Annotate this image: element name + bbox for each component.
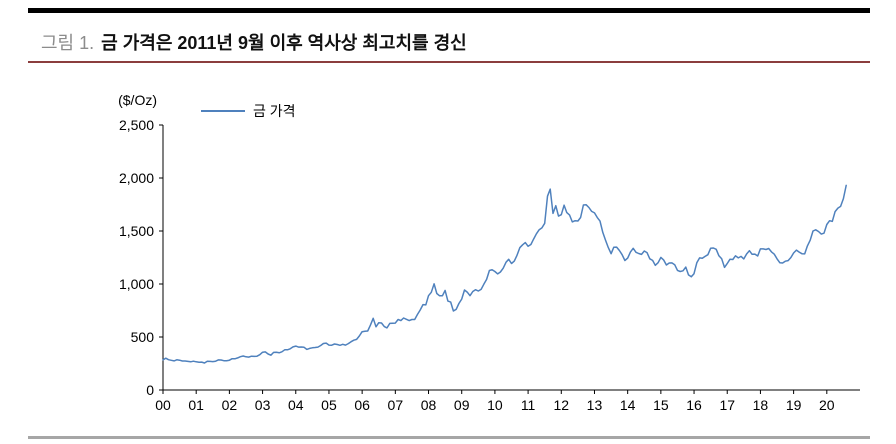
x-tick-label: 03 bbox=[255, 397, 271, 413]
x-tick-label: 10 bbox=[487, 397, 503, 413]
x-tick-label: 12 bbox=[553, 397, 569, 413]
chart-canvas: 0 500 1,000 1,500 2,000 2,500 00 01 02 03 04 05 06 07… bbox=[118, 92, 860, 413]
y-tick-label: 1,500 bbox=[119, 223, 154, 239]
y-tick-label: 0 bbox=[146, 382, 154, 398]
y-tick-label: 1,000 bbox=[119, 276, 154, 292]
y-tick-label: 2,000 bbox=[119, 170, 154, 186]
x-tick-label: 15 bbox=[653, 397, 669, 413]
x-tick-label: 20 bbox=[819, 397, 835, 413]
x-tick-label: 04 bbox=[288, 397, 304, 413]
x-tick-label: 06 bbox=[354, 397, 370, 413]
x-tick-label: 07 bbox=[388, 397, 404, 413]
top-rule bbox=[28, 8, 870, 13]
x-tick-label: 14 bbox=[620, 397, 636, 413]
x-tick-label: 02 bbox=[222, 397, 238, 413]
x-tick-label: 18 bbox=[753, 397, 769, 413]
x-tick-label: 16 bbox=[686, 397, 702, 413]
x-tick-label: 01 bbox=[188, 397, 204, 413]
x-tick-label: 00 bbox=[155, 397, 171, 413]
header-rule bbox=[28, 61, 870, 63]
x-tick-label: 09 bbox=[454, 397, 470, 413]
gold-price-line-chart: 0 500 1,000 1,500 2,000 2,500 00 01 02 03 04 05 06 07… bbox=[60, 88, 870, 428]
y-tick-label: 500 bbox=[131, 329, 155, 345]
bottom-rule bbox=[28, 436, 870, 439]
x-tick-label: 05 bbox=[321, 397, 337, 413]
x-tick-label: 11 bbox=[521, 397, 536, 413]
legend-label: 금 가격 bbox=[253, 103, 296, 119]
x-tick-label: 13 bbox=[587, 397, 603, 413]
x-tick-label: 08 bbox=[421, 397, 437, 413]
y-tick-label: 2,500 bbox=[119, 117, 154, 133]
figure-header: 그림 1. 금 가격은 2011년 9월 이후 역사상 최고치를 경신 bbox=[41, 32, 868, 54]
gold-price-series-line bbox=[162, 184, 847, 364]
unit-label: ($/Oz) bbox=[118, 92, 157, 108]
figure-title: 금 가격은 2011년 9월 이후 역사상 최고치를 경신 bbox=[101, 33, 467, 53]
x-tick-label: 17 bbox=[719, 397, 735, 413]
figure-label: 그림 1. bbox=[41, 33, 95, 53]
x-tick-label: 19 bbox=[786, 397, 802, 413]
